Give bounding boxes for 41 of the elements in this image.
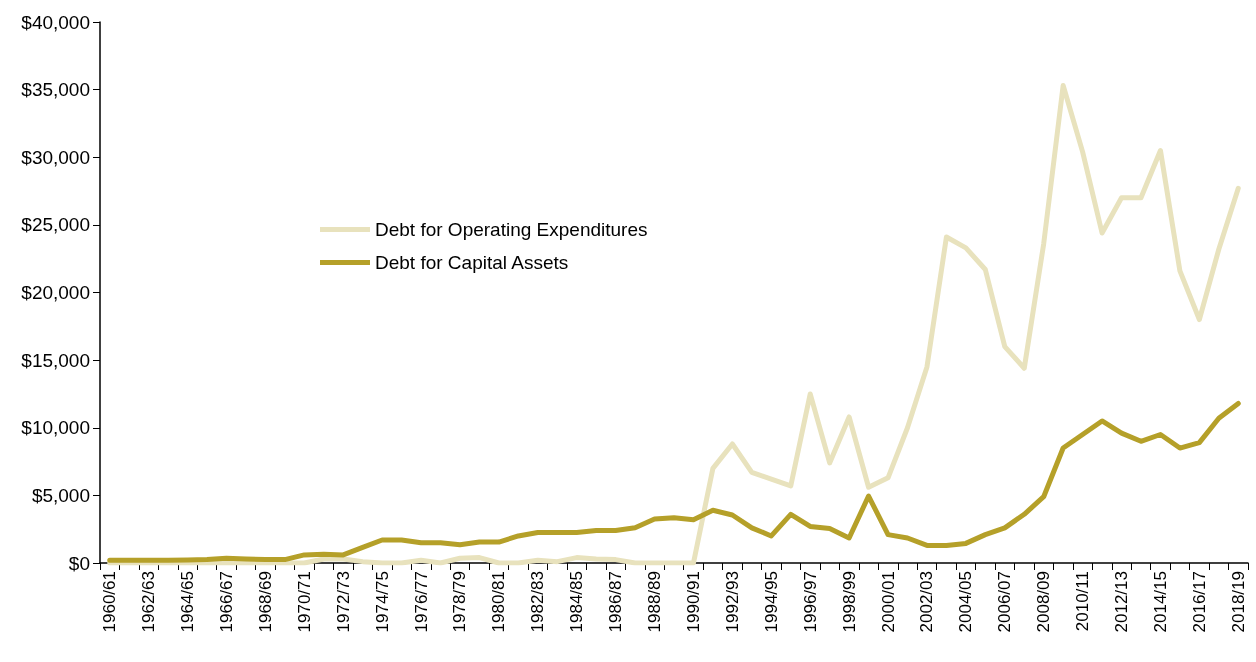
y-tick-label: $15,000: [21, 349, 90, 371]
x-tick-label: 2008/09: [1034, 571, 1054, 633]
x-tick-label: 2014/15: [1150, 571, 1170, 633]
x-tick-label: 1990/91: [683, 571, 703, 633]
y-tick-label: $25,000: [21, 214, 90, 236]
x-tick-label: 1968/69: [255, 571, 275, 633]
x-tick-label: 2010/11: [1073, 571, 1093, 632]
x-tick-label: 2000/01: [878, 571, 898, 633]
y-tick-label: $30,000: [21, 146, 90, 168]
x-tick-label: 1976/77: [411, 571, 431, 633]
y-tick-label: $20,000: [21, 282, 90, 303]
x-tick-label: 1972/73: [333, 571, 353, 633]
y-tick-label: $0: [68, 552, 90, 574]
x-tick-label: 1988/89: [645, 571, 665, 633]
x-tick-label: 1962/63: [139, 571, 159, 633]
x-tick-label: 1966/67: [216, 571, 236, 633]
legend-label: Debt for Operating Expenditures: [375, 219, 648, 240]
x-tick-label: 1996/97: [800, 571, 820, 633]
x-tick-label: 1984/85: [567, 571, 587, 633]
y-tick-label: $35,000: [21, 79, 90, 101]
x-tick-label: 1986/87: [606, 571, 626, 633]
x-tick-label: 1994/95: [761, 571, 781, 633]
x-tick-label: 2002/03: [917, 571, 937, 633]
x-tick-label: 1992/93: [722, 571, 742, 633]
x-tick-label: 2006/07: [995, 571, 1015, 633]
legend-label: Debt for Capital Assets: [375, 252, 569, 273]
x-tick-label: 1964/65: [178, 571, 198, 633]
x-tick-label: 1960/61: [100, 571, 120, 633]
y-tick-label: $5,000: [31, 484, 90, 506]
x-tick-label: 2004/05: [956, 571, 976, 633]
x-tick-label: 1998/99: [839, 571, 859, 633]
x-tick-label: 1982/83: [528, 571, 548, 633]
x-tick-label: 1970/71: [294, 571, 314, 633]
y-tick-label: $40,000: [21, 11, 90, 33]
x-tick-label: 2016/17: [1189, 571, 1209, 633]
x-tick-label: 2018/19: [1228, 571, 1248, 633]
x-tick-label: 1978/79: [450, 571, 470, 633]
x-tick-label: 1974/75: [372, 571, 392, 633]
x-tick-label: 2012/13: [1112, 571, 1132, 633]
y-tick-label: $10,000: [21, 417, 90, 439]
x-tick-label: 1980/81: [489, 571, 509, 633]
